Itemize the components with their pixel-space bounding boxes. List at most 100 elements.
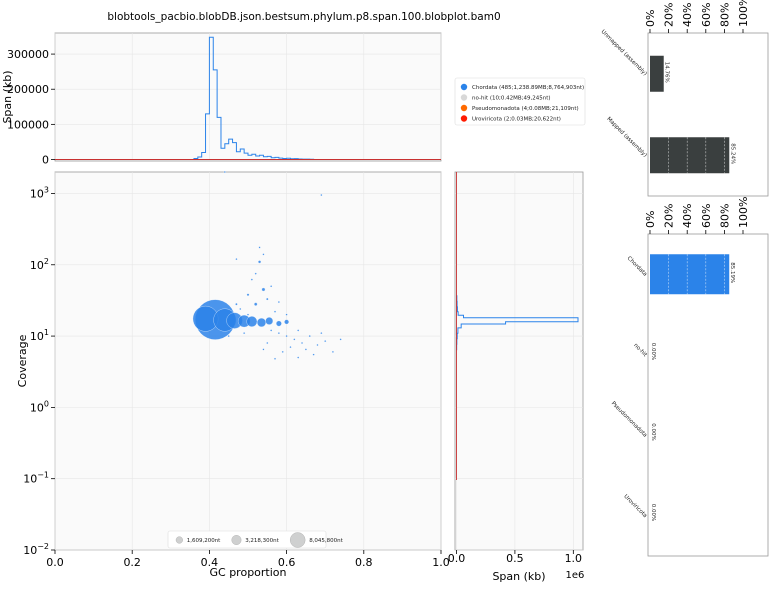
scatter-ylabel: Coverage <box>16 334 29 387</box>
scatter-point <box>242 331 246 335</box>
size-legend-label: 8,045,800nt <box>309 538 343 544</box>
scatter-xlabel: GC proportion <box>210 566 287 579</box>
taxa-bar-category: Pseudomonadota <box>610 401 648 439</box>
right-hist-line <box>456 295 579 351</box>
scatter-point <box>246 316 258 328</box>
size-legend-frame <box>167 530 327 549</box>
taxa-tick-label: 0% <box>644 211 657 228</box>
scatter-point <box>250 278 254 281</box>
legend-marker <box>460 94 468 101</box>
legend-frame <box>454 77 586 126</box>
legend-label: no-hit (10;0.42MB;49,245nt) <box>472 96 551 102</box>
scatter-point <box>320 331 323 335</box>
scatter-point <box>257 260 262 264</box>
scatter-point <box>258 246 261 249</box>
top-hist-ytick-label: 300000 <box>7 48 49 61</box>
top-histogram: 0 100000 200000 300000 Span (kb) <box>1 32 442 167</box>
scatter-point <box>277 300 281 304</box>
right-hist-xtick-label: 1.0 <box>565 552 583 565</box>
mapped-tick-label: 20% <box>663 3 676 27</box>
taxa-tick-label: 100% <box>737 197 750 228</box>
legend: Chordata (485;1,238.89MB;8,764,903nt) no-… <box>454 77 586 126</box>
right-histogram: 0.0 0.5 1.0 1e6 Span (kb) <box>448 171 585 583</box>
right-hist-xtick-label: 0.5 <box>506 552 524 565</box>
scatter-ytick-label: 100 <box>30 399 49 414</box>
scatter-point <box>266 341 269 345</box>
right-hist-offset: 1e6 <box>566 570 585 581</box>
legend-marker <box>460 115 468 122</box>
taxa-tick-label: 80% <box>718 204 731 228</box>
mapped-bar <box>650 55 664 92</box>
scatter-point <box>246 313 250 316</box>
size-legend-label: 3,218,300nt <box>245 538 279 544</box>
scatter-point <box>265 316 274 325</box>
scatter-xtick-label: 0.4 <box>201 556 219 569</box>
size-legend-circle <box>289 532 306 548</box>
size-legend-circle <box>175 536 183 544</box>
taxa-bar <box>650 254 730 295</box>
scatter-point <box>273 357 277 360</box>
scatter-point <box>308 334 311 338</box>
scatter-point <box>270 329 273 332</box>
scatter-point <box>312 353 315 356</box>
mapped-tick-label: 60% <box>700 3 713 27</box>
legend-label: Chordata (485;1,238.89MB;8,764,903nt) <box>472 85 584 91</box>
mapped-tick-label: 80% <box>718 3 731 27</box>
taxa-bar-value: 0.00% <box>650 504 656 521</box>
scatter-point <box>270 285 273 288</box>
scatter-point <box>254 272 257 275</box>
scatter-point <box>297 329 300 332</box>
size-legend-circle <box>231 535 242 545</box>
scatter-point <box>253 302 258 306</box>
scatter-point <box>256 317 267 328</box>
scatter-ytick-label: 101 <box>30 328 49 343</box>
size-legend-label: 1,609,200nt <box>187 538 221 544</box>
scatter-plot: 0.0 0.2 0.4 0.6 0.8 1.0 10310210110010−110−2 … <box>16 170 450 579</box>
scatter-point <box>265 297 269 301</box>
mapped-bar-panel: 0% 20% 40% 60% 80% 100% 14.76% Unmapped (assemb… <box>600 0 769 197</box>
taxa-tick-label: 40% <box>681 204 694 228</box>
scatter-point <box>304 348 308 351</box>
scatter-point <box>235 302 238 306</box>
mapped-bar-value: 14.76% <box>664 62 670 83</box>
scatter-xtick-label: 1.0 <box>432 556 450 569</box>
scatter-point <box>277 331 281 335</box>
scatter-point <box>300 341 304 345</box>
scatter-point <box>223 170 226 174</box>
scatter-point <box>285 313 288 316</box>
taxa-bar-category: Uroviricota <box>622 494 647 519</box>
legend-label: Uroviricota (2;0.03MB;20,622nt) <box>472 117 561 123</box>
scatter-point <box>285 334 288 338</box>
mapped-bar <box>650 137 730 174</box>
size-legend: 1,609,200nt 3,218,300nt 8,045,800nt <box>167 530 344 549</box>
scatter-point <box>339 338 342 341</box>
scatter-point <box>297 356 300 359</box>
right-hist-xtick-label: 0.0 <box>448 552 466 565</box>
scatter-xtick-label: 0.0 <box>46 556 64 569</box>
scatter-point <box>316 343 319 347</box>
scatter-xtick-label: 0.8 <box>355 556 373 569</box>
top-hist-ylabel: Span (kb) <box>1 70 14 123</box>
chart-title: blobtools_pacbio.blobDB.json.bestsum.phy… <box>107 11 500 23</box>
mapped-bar-value: 85.24% <box>729 143 735 164</box>
scatter-xtick-label: 0.2 <box>123 556 141 569</box>
taxa-bar-category: no-hit <box>632 343 648 359</box>
scatter-point <box>246 293 250 297</box>
scatter-point <box>262 253 265 256</box>
scatter-frame <box>54 171 442 551</box>
legend-label: Pseudomonadota (4;0.08MB;21,109nt) <box>472 106 579 112</box>
scatter-point <box>227 334 230 338</box>
taxa-bar-value: 0.00% <box>650 423 656 440</box>
scatter-point <box>262 348 265 351</box>
scatter-point <box>289 345 292 349</box>
scatter-point <box>284 319 290 325</box>
scatter-point <box>239 307 242 311</box>
scatter-point <box>320 193 323 197</box>
top-hist-ytick-label: 200000 <box>7 83 49 96</box>
taxa-bar-value: 0.00% <box>650 343 656 360</box>
scatter-point <box>235 257 238 261</box>
mapped-bar-category: Mapped (assembly) <box>605 116 648 159</box>
taxa-tick-label: 20% <box>663 204 676 228</box>
scatter-ytick-label: 10−2 <box>23 542 49 557</box>
